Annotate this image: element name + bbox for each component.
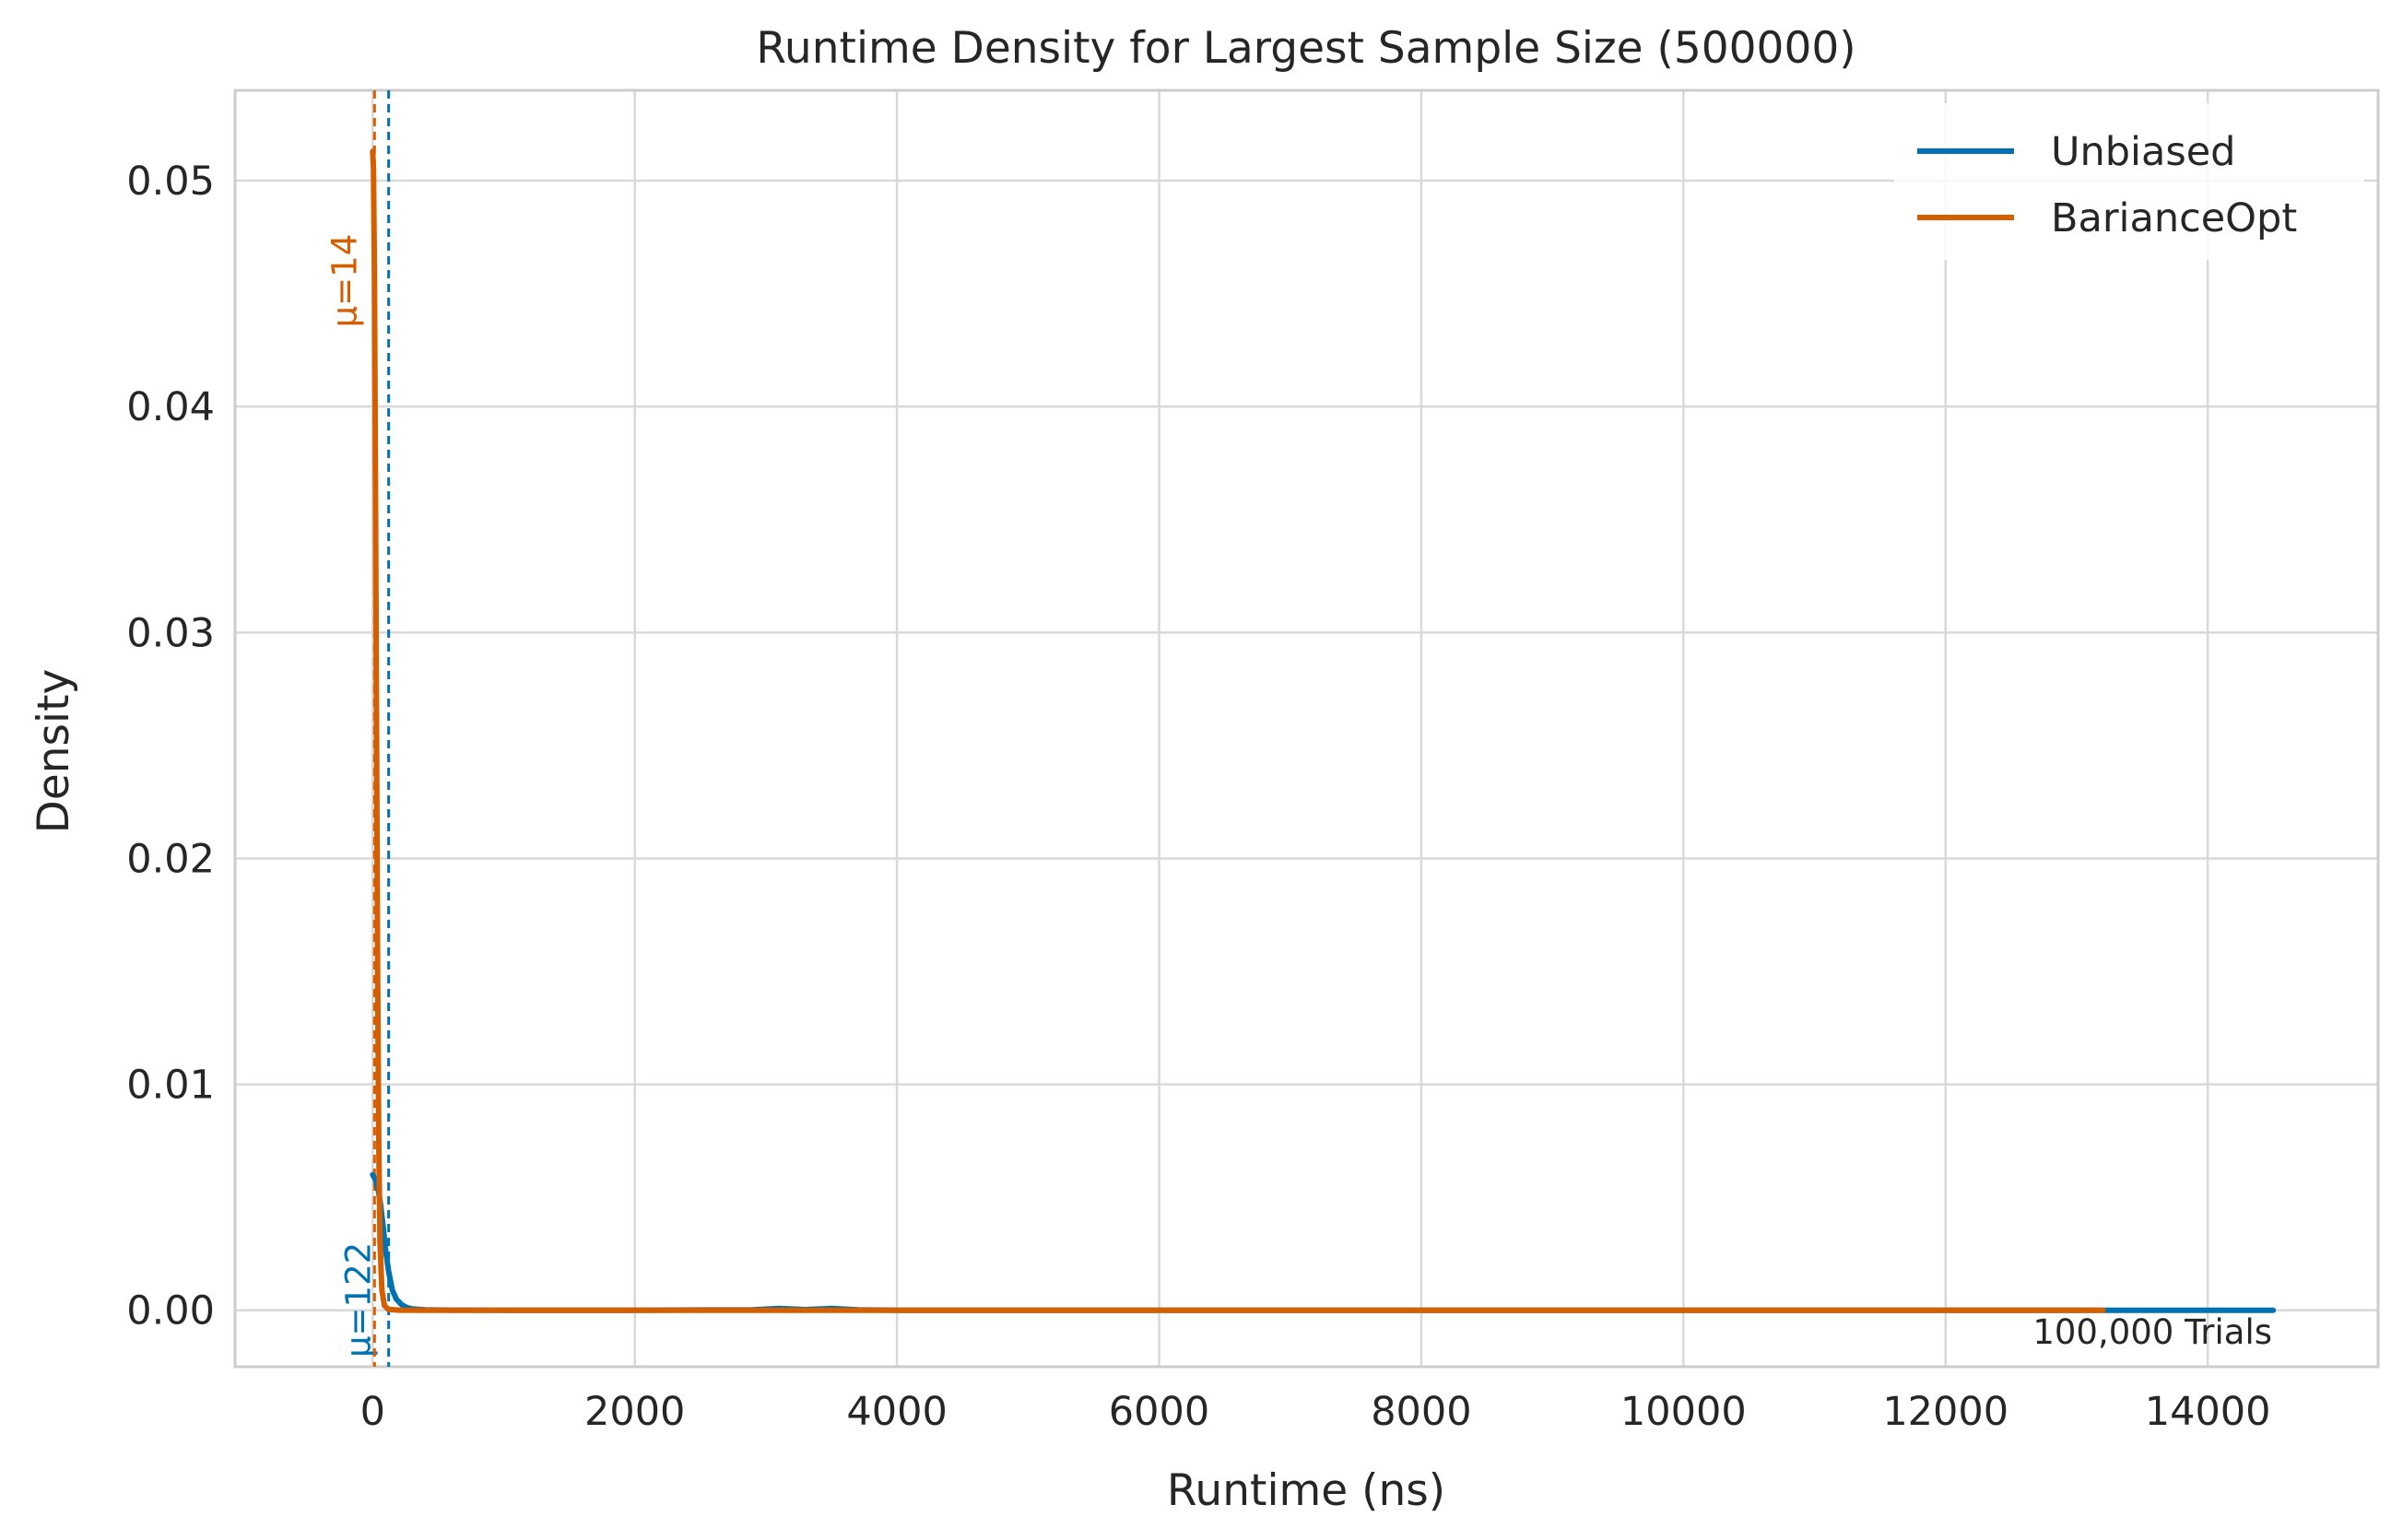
x-tick-label: 10000 [1620, 1389, 1747, 1435]
y-axis-ticks: 0.00 0.01 0.02 0.03 0.04 0.05 [126, 159, 215, 1334]
y-tick-label: 0.02 [126, 836, 215, 882]
trials-annotation: 100,000 Trials [2032, 1312, 2272, 1352]
series-lines [370, 148, 2277, 1313]
mean-label-barianceopt: μ=14 [324, 234, 364, 328]
series-line-barianceopt [370, 148, 2106, 1313]
y-tick-label: 0.00 [126, 1288, 215, 1334]
mean-label-unbiased: μ=122 [339, 1242, 379, 1358]
y-tick-label: 0.01 [126, 1063, 215, 1109]
x-tick-label: 14000 [2145, 1389, 2271, 1435]
plot-area-frame [233, 88, 2380, 1369]
chart-title: Runtime Density for Largest Sample Size … [756, 23, 1855, 74]
x-tick-label: 8000 [1371, 1389, 1471, 1435]
x-tick-label: 4000 [846, 1389, 947, 1435]
y-tick-label: 0.04 [126, 384, 215, 430]
y-axis-label: Density [29, 669, 79, 834]
x-tick-label: 6000 [1109, 1389, 1209, 1435]
x-tick-label: 12000 [1882, 1389, 2008, 1435]
x-axis-ticks: 0 2000 4000 6000 8000 10000 12000 14000 [360, 1389, 2271, 1435]
y-tick-label: 0.05 [126, 159, 215, 205]
legend: Unbiased BarianceOpt [1894, 103, 2364, 260]
x-axis-label: Runtime (ns) [1167, 1465, 1445, 1516]
legend-label-barianceopt: BarianceOpt [2051, 195, 2297, 241]
x-tick-label: 0 [360, 1389, 385, 1435]
legend-frame [1894, 103, 2364, 260]
y-tick-label: 0.03 [126, 610, 215, 656]
mean-lines: μ=122 μ=14 [324, 90, 391, 1367]
legend-label-unbiased: Unbiased [2051, 129, 2235, 175]
x-tick-label: 2000 [584, 1389, 685, 1435]
